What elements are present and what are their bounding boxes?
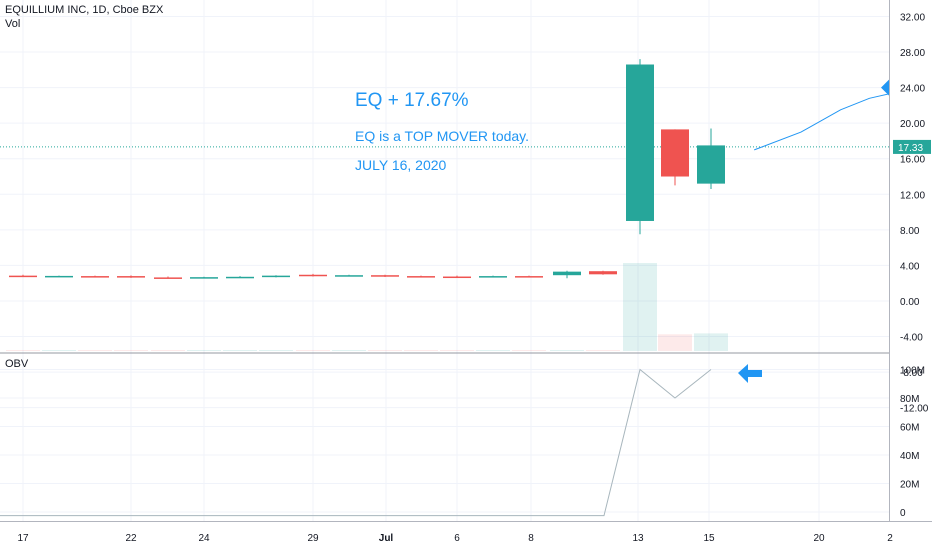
obv-tick-label: 80M <box>900 394 919 405</box>
volume-bar <box>404 350 438 351</box>
candle-body <box>299 274 327 277</box>
price-tick-label: -12.00 <box>900 404 929 415</box>
price-tick-label: 20.00 <box>900 119 925 130</box>
obv-legend: OBV <box>5 358 29 370</box>
obv-tick-label: 0 <box>900 508 906 519</box>
candle-body <box>371 275 399 277</box>
forecast-arrow-line <box>754 87 917 151</box>
time-tick-label: Jul <box>379 533 394 544</box>
time-tick-label: 17 <box>17 533 29 544</box>
price-tick-label: 24.00 <box>900 84 925 95</box>
volume-bar <box>151 350 185 351</box>
time-tick-label: 2 <box>887 533 893 544</box>
volume-bar <box>187 350 221 351</box>
volume-bar <box>476 350 510 351</box>
time-tick-label: 8 <box>528 533 534 544</box>
time-tick-label: 15 <box>703 533 715 544</box>
candle-body <box>262 275 290 278</box>
obv-series-line <box>0 368 712 517</box>
date-annotation: JULY 16, 2020 <box>355 157 447 173</box>
volume-bar <box>658 334 692 351</box>
price-axis-marker <box>881 79 889 96</box>
obv-tick-label: 20M <box>900 480 919 491</box>
time-tick-label: 20 <box>813 533 825 544</box>
price-tick-label: 8.00 <box>900 226 920 237</box>
volume-bar <box>6 350 40 351</box>
last-price-badge <box>893 139 931 154</box>
price-tick-label: 28.00 <box>900 48 925 59</box>
volume-bar <box>550 350 584 351</box>
volume-bar <box>586 350 620 351</box>
price-tick-label: 0.00 <box>900 297 920 308</box>
time-tick-label: 13 <box>632 533 644 544</box>
price-tick-label: 16.00 <box>900 155 925 166</box>
price-tick-label: -8.00 <box>900 368 923 379</box>
right-axis-bg <box>890 0 932 550</box>
obv-tick-label: 100M <box>900 366 925 377</box>
time-tick-label: 29 <box>307 533 319 544</box>
candle-body <box>515 276 543 278</box>
obv-tick-label: 60M <box>900 423 919 434</box>
volume-bar <box>332 350 366 351</box>
candle-body <box>335 275 363 277</box>
volume-bar <box>78 350 112 351</box>
price-tick-label: 12.00 <box>900 190 925 201</box>
candle-body <box>154 277 182 279</box>
obv-pointer-arrow <box>738 364 762 383</box>
candle-body <box>443 276 471 279</box>
candle-body <box>553 271 581 276</box>
candle-body <box>626 64 654 221</box>
volume-bar <box>694 333 728 351</box>
headline-annotation: EQ + 17.67% <box>355 90 469 111</box>
obv-tick-label: 40M <box>900 451 919 462</box>
candle-body <box>697 145 725 184</box>
candle-body <box>479 276 507 278</box>
candle-body <box>661 129 689 177</box>
volume-bar <box>368 350 402 351</box>
time-tick-label: 24 <box>198 533 210 544</box>
volume-bar <box>623 263 657 351</box>
volume-bar <box>296 350 330 351</box>
price-tick-label: 32.00 <box>900 13 925 24</box>
candle-body <box>190 277 218 279</box>
subline-annotation: EQ is a TOP MOVER today. <box>355 128 530 144</box>
time-tick-label: 6 <box>454 533 460 544</box>
volume-bar <box>42 350 76 351</box>
volume-legend: Vol <box>5 18 21 30</box>
candle-body <box>81 276 109 278</box>
candle-body <box>9 275 37 278</box>
volume-bar <box>440 350 474 351</box>
time-tick-label: 22 <box>125 533 137 544</box>
last-price-label: 17.33 <box>898 143 923 154</box>
candle-body <box>226 276 254 279</box>
volume-bar <box>512 350 546 351</box>
volume-bar <box>114 350 148 351</box>
symbol-legend: EQUILLIUM INC, 1D, Cboe BZX <box>5 4 164 16</box>
candle-body <box>589 271 617 275</box>
volume-bar <box>223 350 257 351</box>
volume-bar <box>259 350 293 351</box>
candle-body <box>407 276 435 278</box>
candle-body <box>117 276 145 278</box>
price-tick-label: -4.00 <box>900 333 923 344</box>
price-tick-label: 4.00 <box>900 261 920 272</box>
candle-body <box>45 275 73 278</box>
